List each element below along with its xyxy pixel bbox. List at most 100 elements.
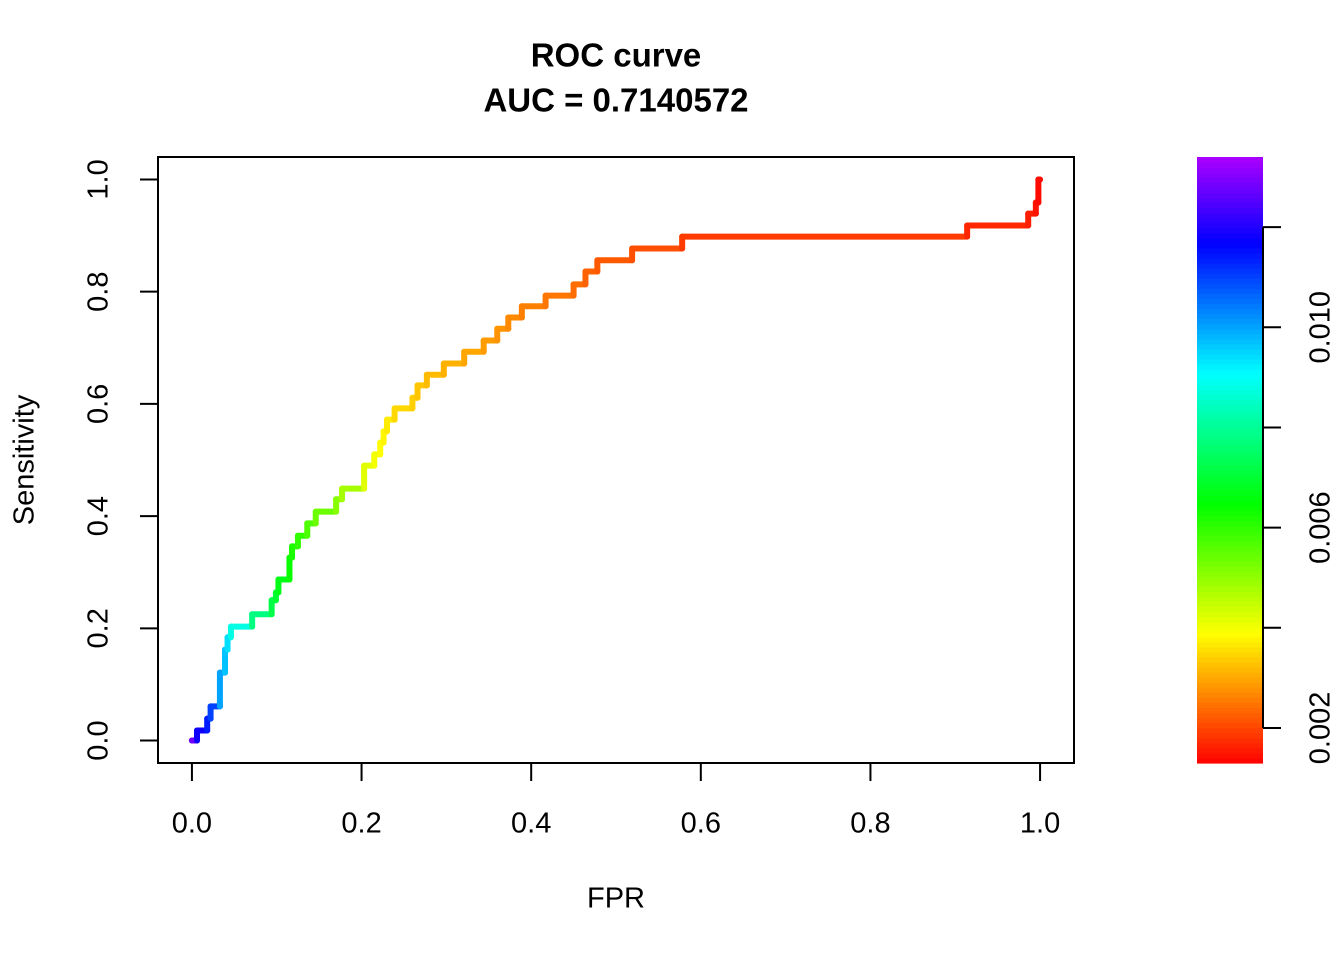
colorbar-cell bbox=[1197, 651, 1263, 658]
colorbar-cell bbox=[1197, 480, 1263, 486]
colorbar-cell bbox=[1197, 313, 1263, 320]
colorbar-cell bbox=[1197, 571, 1263, 577]
colorbar-cell bbox=[1197, 454, 1263, 461]
colorbar-cell bbox=[1197, 268, 1263, 274]
colorbar-cell bbox=[1197, 439, 1263, 446]
colorbar-cell bbox=[1197, 692, 1263, 698]
colorbar-cell bbox=[1197, 293, 1263, 299]
colorbar-cell bbox=[1197, 172, 1263, 178]
colorbar-cell bbox=[1197, 672, 1263, 678]
colorbar-cell bbox=[1197, 323, 1263, 330]
y-tick-label: 1.0 bbox=[83, 159, 115, 199]
colorbar-cell bbox=[1197, 470, 1263, 476]
y-tick-label: 0.2 bbox=[83, 608, 115, 648]
colorbar-cell bbox=[1197, 258, 1263, 264]
colorbar-cell bbox=[1197, 702, 1263, 709]
colorbar-cell bbox=[1197, 222, 1263, 229]
colorbar-cell bbox=[1197, 182, 1263, 188]
colorbar-cell bbox=[1197, 500, 1263, 507]
colorbar-cell bbox=[1197, 742, 1263, 749]
colorbar-cell bbox=[1197, 399, 1263, 406]
x-tick-label: 0.6 bbox=[681, 808, 721, 840]
colorbar-cell bbox=[1197, 561, 1263, 567]
colorbar-cell bbox=[1197, 252, 1263, 259]
colorbar-cell bbox=[1197, 646, 1263, 653]
colorbar-cell bbox=[1197, 505, 1263, 512]
colorbar-cell bbox=[1197, 712, 1263, 719]
colorbar-cell bbox=[1197, 197, 1263, 204]
colorbar-cell bbox=[1197, 308, 1263, 315]
colorbar-cell bbox=[1197, 247, 1263, 254]
colorbar-cell bbox=[1197, 586, 1263, 592]
colorbar-cell bbox=[1197, 157, 1263, 163]
colorbar-cell bbox=[1197, 298, 1263, 305]
x-tick-label: 0.8 bbox=[850, 808, 890, 840]
colorbar-cell bbox=[1197, 348, 1263, 355]
colorbar-cell bbox=[1197, 207, 1263, 214]
colorbar-cell bbox=[1197, 232, 1263, 239]
chart-title: ROC curve bbox=[531, 37, 702, 74]
colorbar-cell bbox=[1197, 465, 1263, 471]
colorbar-cell bbox=[1197, 687, 1263, 693]
colorbar-cell bbox=[1197, 359, 1263, 365]
colorbar-cell bbox=[1197, 338, 1263, 345]
colorbar-cell bbox=[1197, 353, 1263, 360]
colorbar-cell bbox=[1197, 283, 1263, 289]
x-tick-label: 1.0 bbox=[1020, 808, 1060, 840]
colorbar-cell bbox=[1197, 364, 1263, 370]
x-tick-label: 0.4 bbox=[511, 808, 551, 840]
y-tick-label: 0.4 bbox=[83, 496, 115, 536]
colorbar-cell bbox=[1197, 550, 1263, 557]
colorbar-cell bbox=[1197, 303, 1263, 310]
colorbar-cell bbox=[1197, 263, 1263, 269]
colorbar-cell bbox=[1197, 333, 1263, 340]
colorbar-cell bbox=[1197, 369, 1263, 375]
colorbar-cell bbox=[1197, 424, 1263, 431]
colorbar-cell bbox=[1197, 475, 1263, 481]
colorbar-cell bbox=[1197, 444, 1263, 451]
colorbar-cell bbox=[1197, 379, 1263, 385]
colorbar-cell bbox=[1197, 202, 1263, 209]
colorbar-cell bbox=[1197, 192, 1263, 198]
colorbar-cell bbox=[1197, 495, 1263, 501]
colorbar-cell bbox=[1197, 167, 1263, 173]
x-tick-label: 0.0 bbox=[172, 808, 212, 840]
colorbar-cell bbox=[1197, 242, 1263, 249]
y-tick-label: 0.6 bbox=[83, 384, 115, 424]
colorbar-tick-label: 0.006 bbox=[1305, 491, 1337, 564]
y-axis-label: Sensitivity bbox=[9, 394, 41, 525]
plot-frame bbox=[157, 156, 1075, 764]
colorbar-cell bbox=[1197, 187, 1263, 193]
colorbar-cell bbox=[1197, 566, 1263, 572]
x-tick-label: 0.2 bbox=[341, 808, 381, 840]
colorbar-cell bbox=[1197, 177, 1263, 183]
colorbar-cell bbox=[1197, 576, 1263, 582]
colorbar-cell bbox=[1197, 581, 1263, 587]
x-axis-label: FPR bbox=[587, 883, 645, 915]
colorbar-cell bbox=[1197, 328, 1263, 335]
colorbar-cell bbox=[1197, 616, 1263, 623]
colorbar-cell bbox=[1197, 682, 1263, 688]
colorbar-cell bbox=[1197, 530, 1263, 537]
colorbar-cell bbox=[1197, 404, 1263, 411]
colorbar-cell bbox=[1197, 414, 1263, 421]
colorbar-cell bbox=[1197, 394, 1263, 400]
colorbar-cell bbox=[1197, 591, 1263, 597]
colorbar-cell bbox=[1197, 485, 1263, 491]
colorbar-cell bbox=[1197, 555, 1263, 562]
colorbar-cell bbox=[1197, 273, 1263, 279]
colorbar-cell bbox=[1197, 318, 1263, 325]
colorbar-cell bbox=[1197, 596, 1263, 602]
colorbar-cell bbox=[1197, 631, 1263, 638]
colorbar-tick-label: 0.010 bbox=[1305, 291, 1337, 364]
colorbar-cell bbox=[1197, 601, 1263, 608]
colorbar-cell bbox=[1197, 641, 1263, 648]
colorbar-cell bbox=[1197, 217, 1263, 224]
colorbar-cell bbox=[1197, 636, 1263, 643]
colorbar-cell bbox=[1197, 384, 1263, 390]
colorbar-cell bbox=[1197, 237, 1263, 244]
colorbar-cell bbox=[1197, 515, 1263, 522]
colorbar-cell bbox=[1197, 389, 1263, 395]
colorbar-cell bbox=[1197, 429, 1263, 436]
colorbar-cell bbox=[1197, 535, 1263, 542]
